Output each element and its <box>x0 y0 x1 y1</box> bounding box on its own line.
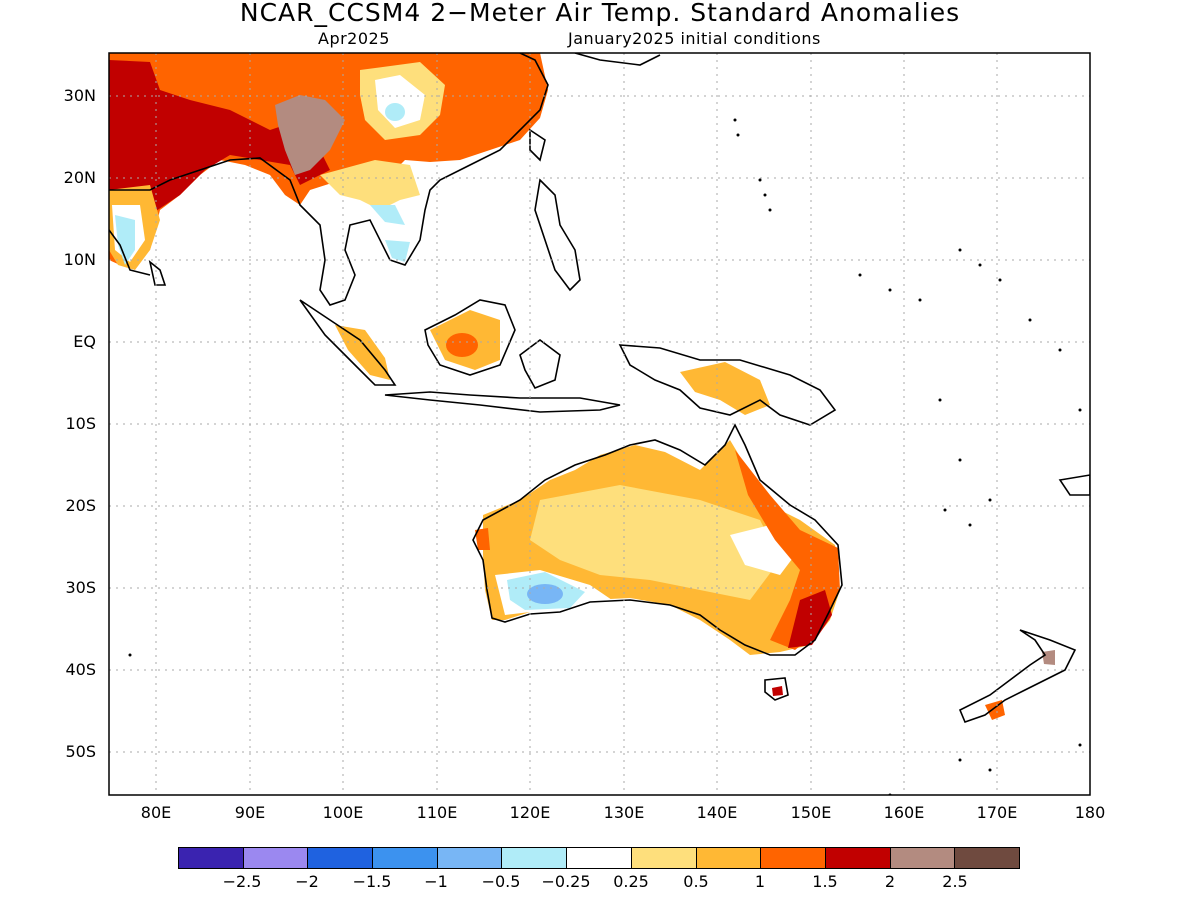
lon-label-180: 180 <box>1074 803 1106 822</box>
anomaly-region-india-cyan <box>115 215 135 265</box>
colorbar-swatch <box>502 848 568 868</box>
anomaly-region-china-cyan <box>385 103 405 121</box>
lon-label-140e: 140E <box>696 803 738 822</box>
lon-label-170e: 170E <box>976 803 1018 822</box>
anomaly-region-sumatra <box>335 325 390 380</box>
colorbar-swatch <box>567 848 632 868</box>
colorbar-label: −2.5 <box>222 872 262 891</box>
colorbar-label: −1 <box>424 872 448 891</box>
colorbar-swatch <box>437 848 503 868</box>
colorbar-swatch <box>696 848 762 868</box>
lon-label-120e: 120E <box>509 803 551 822</box>
colorbar-swatch <box>825 848 891 868</box>
anomaly-region-borneo-orange <box>446 333 478 357</box>
lon-label-110e: 110E <box>416 803 458 822</box>
colorbar-swatch <box>631 848 697 868</box>
lat-label-30s: 30S <box>65 578 96 597</box>
pacific-islands <box>128 118 1082 795</box>
lat-label-20s: 20S <box>65 496 96 515</box>
colorbar-label: 1.5 <box>812 872 838 891</box>
colorbar-swatch <box>955 848 1019 868</box>
anomaly-region-mekong-cyan <box>385 240 410 262</box>
colorbar-swatch <box>179 848 244 868</box>
anomaly-region-indochina-yellow <box>320 160 420 210</box>
lat-label-10n: 10N <box>63 250 96 269</box>
lon-label-160e: 160E <box>883 803 925 822</box>
initial-conditions: January2025 initial conditions <box>568 29 821 48</box>
lat-label-10s: 10S <box>65 414 96 433</box>
colorbar-swatch <box>373 848 438 868</box>
colorbar-swatch <box>761 848 826 868</box>
colorbar <box>178 847 1020 869</box>
lat-label-40s: 40S <box>65 660 96 679</box>
forecast-month: Apr2025 <box>318 29 390 48</box>
colorbar-label: 2 <box>884 872 896 891</box>
anomaly-region-australia-se-red <box>788 590 832 648</box>
lat-label-20n: 20N <box>63 168 96 187</box>
coastlines <box>109 53 1090 724</box>
lon-label-130e: 130E <box>603 803 645 822</box>
colorbar-label: −1.5 <box>352 872 392 891</box>
lon-label-150e: 150E <box>790 803 832 822</box>
colorbar-label: −0.5 <box>481 872 521 891</box>
lon-label-80e: 80E <box>140 803 172 822</box>
map-frame <box>108 52 1091 796</box>
colorbar-label: 0.5 <box>683 872 709 891</box>
anomaly-region-indochina-cyan <box>370 205 405 225</box>
anomaly-region-asia-darkred <box>109 60 330 215</box>
colorbar-label: 1 <box>754 872 766 891</box>
map-title: NCAR_CCSM4 2−Meter Air Temp. Standard An… <box>239 0 961 27</box>
colorbar-label: 0.25 <box>613 872 649 891</box>
colorbar-swatch <box>308 848 374 868</box>
anomaly-region-australia-west-orange <box>475 528 490 550</box>
lat-label-50s: 50S <box>65 742 96 761</box>
anomaly-region-newguinea <box>680 362 770 415</box>
colorbar-label: 2.5 <box>942 872 968 891</box>
colorbar-swatch <box>243 848 309 868</box>
lat-label-30n: 30N <box>63 86 96 105</box>
graticule <box>109 53 1090 795</box>
lat-label-eq: EQ <box>73 332 96 351</box>
anomaly-region-tasmania <box>772 686 783 696</box>
colorbar-label: −2 <box>295 872 319 891</box>
lon-label-90e: 90E <box>234 803 266 822</box>
anomaly-region-tibet-brown <box>275 95 345 175</box>
anomaly-region-nz <box>985 700 1005 720</box>
colorbar-swatch <box>890 848 956 868</box>
colorbar-label: −0.25 <box>541 872 591 891</box>
anomaly-region-australia-blue <box>527 584 563 604</box>
anomaly-region-nz-north <box>1042 650 1055 665</box>
lon-label-100e: 100E <box>322 803 364 822</box>
